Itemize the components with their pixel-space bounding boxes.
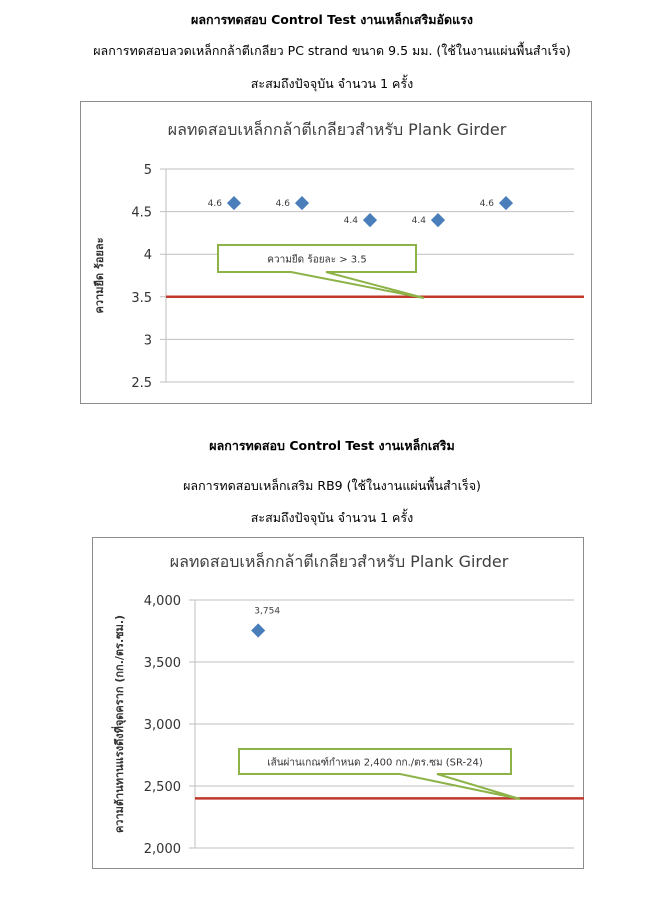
threshold-callout-label: เส้นผ่านเกณฑ์กำหนด 2,400 กก./ตร.ซม (SR-2… [267,757,483,769]
data-point [226,196,242,211]
data-label: 4.4 [344,216,359,226]
y-tick-label: 3,500 [144,656,181,671]
section1-heading: ผลการทดสอบ Control Test งานเหล็กเสริมอัด… [191,12,473,27]
data-point [251,623,266,638]
threshold-callout [238,748,521,800]
y-tick-label: 3 [144,333,152,348]
section2-heading: ผลการทดสอบ Control Test งานเหล็กเสริม [209,438,455,453]
section2-count: สะสมถึงปัจจุบัน จำนวน 1 ครั้ง [250,510,414,525]
data-label: 4.6 [208,199,223,209]
yield-strength-chart-svg: ผลทดสอบเหล็กกล้าตีเกลียวสำหรับ Plank Gir… [111,551,584,857]
y-tick-label: 5 [144,163,152,178]
chart-title: ผลทดสอบเหล็กกล้าตีเกลียวสำหรับ Plank Gir… [168,119,507,139]
y-axis-label: ความต้านทานแรงดึงที่จุดคราก (กก./ตร.ซม.) [111,615,127,833]
elongation-chart-svg: ผลทดสอบเหล็กกล้าตีเกลียวสำหรับ Plank Gir… [93,119,584,391]
chart-title: ผลทดสอบเหล็กกล้าตีเกลียวสำหรับ Plank Gir… [170,551,509,571]
y-tick-label: 4,000 [144,594,181,609]
y-axis-label: ความยืด ร้อยละ [93,237,106,313]
y-tick-label: 3.5 [131,291,152,306]
y-tick-label: 2.5 [131,376,152,391]
y-tick-label: 2,500 [144,780,181,795]
y-tick-label: 3,000 [144,718,181,733]
y-tick-label: 4 [144,248,152,263]
data-label: 4.6 [276,199,291,209]
data-point [362,213,378,228]
data-point [430,213,446,228]
data-label: 3,754 [254,607,280,617]
threshold-callout-label: ความยืด ร้อยละ > 3.5 [267,254,366,266]
yield-strength-chart: ผลทดสอบเหล็กกล้าตีเกลียวสำหรับ Plank Gir… [92,537,584,869]
data-label: 4.4 [412,216,427,226]
y-tick-label: 2,000 [144,842,181,857]
data-point [294,196,310,211]
section2-subheading: ผลการทดสอบเหล็กเสริม RB9 (ใช้ในงานแผ่นพื… [183,478,481,493]
elongation-chart: ผลทดสอบเหล็กกล้าตีเกลียวสำหรับ Plank Gir… [80,101,592,404]
y-tick-label: 4.5 [131,206,152,221]
section1-subheading: ผลการทดสอบลวดเหล็กกล้าตีเกลียว PC strand… [93,43,571,58]
data-point [498,196,514,211]
section1-count: สะสมถึงปัจจุบัน จำนวน 1 ครั้ง [250,76,414,91]
data-label: 4.6 [480,199,495,209]
threshold-callout [217,244,425,299]
